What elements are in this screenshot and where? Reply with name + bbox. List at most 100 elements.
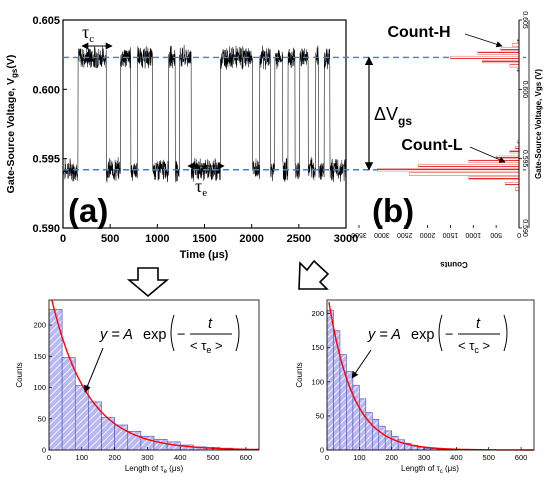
x-tick-label: 2000 [420, 231, 436, 238]
count-bar [477, 51, 520, 55]
y-tick-label: 0.600 [32, 84, 60, 96]
count-bar [409, 172, 520, 176]
panel-d-x-ticks: 0 100 200 300 400 500 600 [325, 447, 527, 462]
count-bar [515, 146, 520, 150]
x-tick-label: 0 [517, 231, 521, 238]
svg-text:exp: exp [143, 327, 166, 343]
count-bar [482, 60, 520, 64]
count-h-arrow [464, 33, 503, 48]
x-tick-label: 0 [60, 233, 66, 245]
x-tick-label: 2500 [397, 231, 413, 238]
panel-c-x-ticks: 0 100 200 300 400 500 600 [47, 447, 252, 462]
histogram-bar [333, 330, 341, 451]
panel-a-label: (a) [68, 192, 108, 229]
count-bar [509, 150, 520, 154]
histogram-bar [384, 430, 392, 451]
histogram-bar [352, 384, 360, 451]
histogram-bar [371, 419, 380, 451]
y-tick-label: 150 [33, 352, 46, 361]
x-tick-label: 500 [482, 453, 495, 462]
x-tick-label: 200 [108, 453, 121, 462]
svg-text:t: t [208, 316, 213, 332]
panel-d-tau-c-histogram: 0 100 200 300 400 500 600 0 50 100 150 200 Length … [295, 299, 535, 475]
x-tick-label: 600 [515, 453, 528, 462]
svg-text:exp: exp [411, 327, 434, 343]
tau-e-label: τe [195, 176, 207, 199]
svg-text:−: − [177, 327, 185, 343]
x-tick-label: 200 [385, 453, 398, 462]
svg-text:< τe >: < τe > [190, 338, 223, 355]
y-tick-label: 150 [311, 343, 324, 352]
y-tick-label: 0.605 [521, 11, 528, 29]
svg-text:t: t [476, 316, 481, 332]
panel-b-histogram: 3500 3000 2500 2000 1500 1000 500 0 0.5900.5950… [351, 11, 543, 269]
x-tick-label: 0 [47, 453, 51, 462]
y-tick-label: 0.595 [521, 150, 528, 168]
panel-c-tau-e-histogram: 0 100 200 300 400 500 600 0 50 100 150 200 Length … [15, 299, 260, 475]
count-bar [505, 182, 520, 186]
y-tick-label: 50 [316, 411, 324, 420]
panel-d-bars [326, 309, 457, 451]
y-tick-label: 0.590 [32, 223, 60, 235]
panel-a-x-ticks: 0 500 1000 1500 2000 2500 3000 [60, 224, 358, 245]
y-tick-label: 50 [38, 414, 46, 423]
x-tick-label: 2500 [287, 233, 311, 245]
x-tick-label: 500 [207, 453, 220, 462]
svg-text:y = A: y = A [367, 327, 401, 343]
histogram-bar [326, 309, 334, 451]
count-bar [450, 55, 520, 59]
down-arrow-left [126, 267, 170, 298]
panel-c-frame [48, 299, 260, 451]
x-tick-label: 400 [174, 453, 187, 462]
down-arrow-right [298, 259, 330, 290]
panel-a-time-trace: 0 500 1000 1500 2000 2500 3000 0.590 0.595 0.600… [5, 15, 526, 261]
count-bar [468, 159, 520, 163]
count-bar [468, 176, 520, 180]
panel-d-equation-arrow [351, 349, 372, 379]
panel-c-y-axis-label: Counts [15, 362, 24, 387]
x-tick-label: 300 [141, 453, 154, 462]
x-tick-label: 600 [240, 453, 253, 462]
count-h-label: Count-H [387, 24, 450, 41]
panel-d-y-axis-label: Counts [295, 362, 304, 387]
y-tick-label: 100 [33, 383, 46, 392]
x-tick-label: 100 [76, 453, 89, 462]
x-tick-label: 1500 [443, 231, 459, 238]
y-tick-label: 200 [33, 321, 46, 330]
panel-b-x-ticks: 3500 3000 2500 2000 1500 1000 500 0 [351, 225, 521, 238]
svg-text:y = A: y = A [99, 327, 133, 343]
count-bar [509, 64, 520, 68]
tau-c-label: τc [82, 22, 94, 45]
rtn-trace-path [62, 44, 347, 183]
panel-c-equation-arrow [84, 347, 104, 393]
x-tick-label: 400 [450, 453, 463, 462]
y-tick-label: 0.590 [521, 219, 528, 237]
count-bar [511, 43, 520, 47]
panel-b-x-axis-label: Counts [440, 260, 468, 269]
count-l-label: Count-L [401, 137, 463, 154]
histogram-bar [359, 398, 367, 451]
histogram-bar [417, 446, 425, 451]
x-tick-label: 100 [353, 453, 366, 462]
panel-b-label: (b) [372, 192, 414, 229]
count-l-arrow [469, 146, 506, 163]
x-tick-label: 500 [490, 231, 502, 238]
histogram-bar [346, 371, 354, 451]
histogram-bar [61, 357, 76, 451]
y-tick-label: 0.595 [32, 154, 60, 166]
delta-vgs-label: ΔVgs [374, 104, 412, 128]
panel-c-equation: y = A exp − t < τe > [99, 314, 240, 355]
panel-c-y-ticks: 0 50 100 150 200 [33, 321, 52, 455]
y-tick-label: 0.600 [521, 81, 528, 99]
x-tick-label: 0 [325, 453, 329, 462]
count-bar [495, 155, 520, 159]
count-bar [500, 47, 520, 51]
panel-d-y-ticks: 0 50 100 150 200 [311, 309, 330, 455]
y-tick-label: 0 [42, 446, 46, 455]
panel-a-y-axis-label: Gate-Source Voltage, Vgs(V) [5, 55, 19, 194]
x-tick-label: 1500 [192, 233, 216, 245]
x-tick-label: 300 [418, 453, 431, 462]
y-tick-label: 0.605 [32, 15, 60, 27]
histogram-bar [391, 436, 399, 451]
panel-b-y-ticks: 0.590 0.595 0.600 0.605 [519, 11, 528, 237]
